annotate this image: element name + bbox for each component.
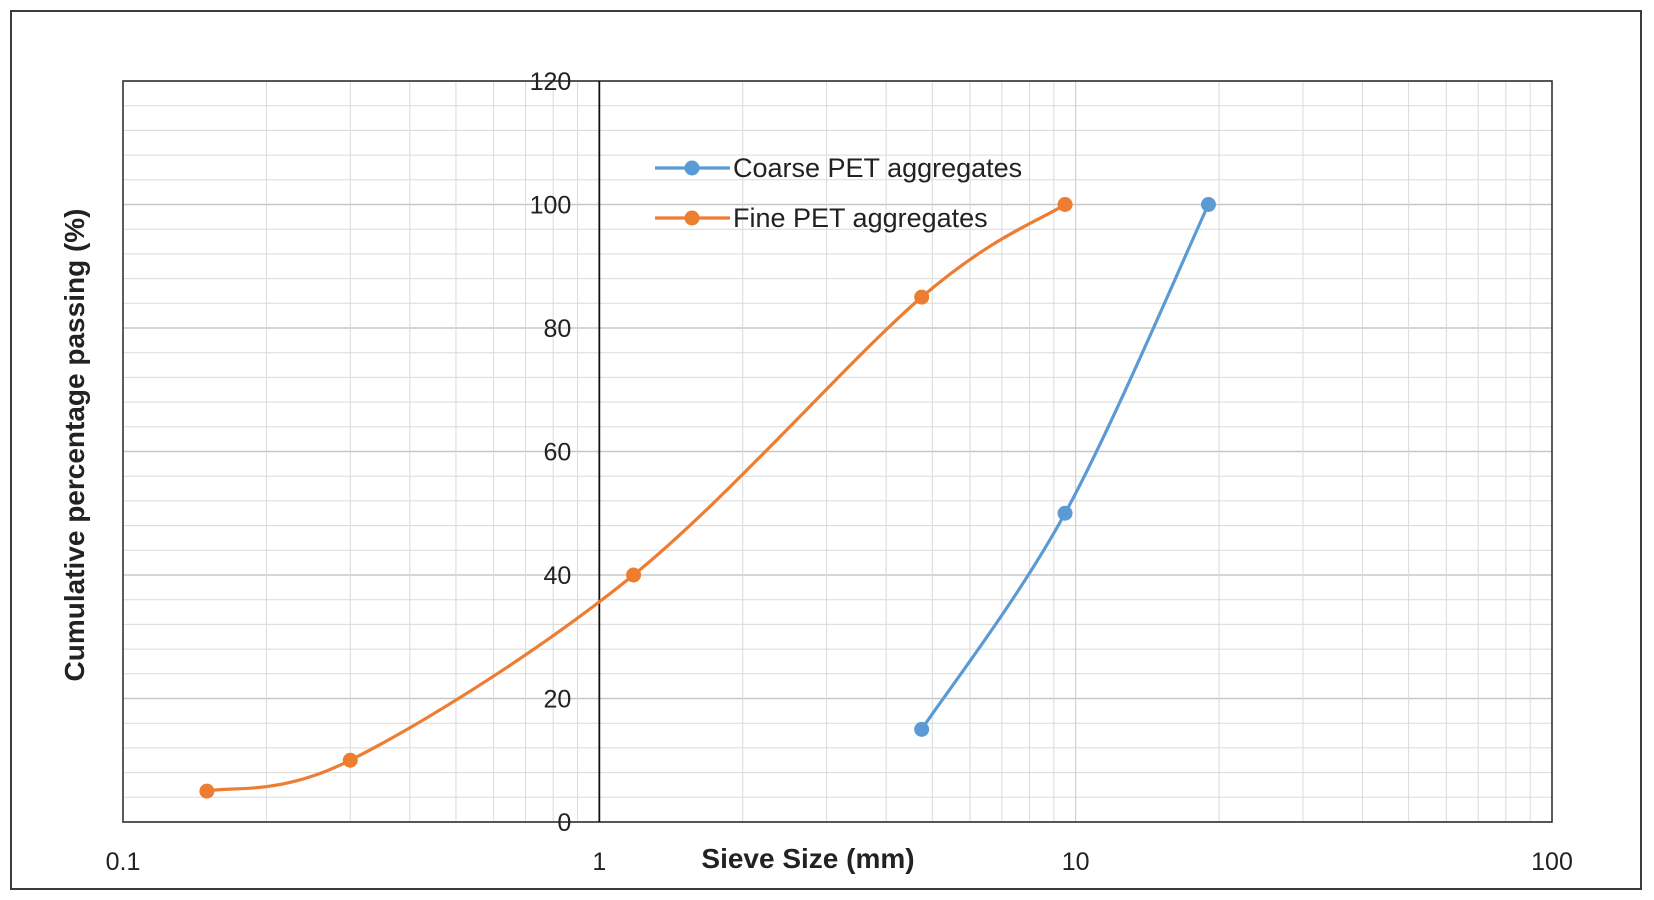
data-point-coarse-pet-aggregates	[914, 721, 930, 737]
y-tick-label: 0	[557, 809, 571, 837]
data-point-fine-pet-aggregates	[342, 752, 358, 768]
y-tick-label: 80	[544, 315, 572, 343]
y-tick-label: 20	[544, 686, 572, 714]
y-tick-label: 40	[544, 562, 572, 590]
data-point-fine-pet-aggregates	[199, 783, 215, 799]
data-point-fine-pet-aggregates	[1057, 197, 1073, 212]
x-tick-label: 10	[1062, 848, 1090, 876]
legend-marker-coarse-pet-aggregates	[684, 160, 700, 176]
y-axis-title: Cumulative percentage passing (%)	[59, 208, 90, 681]
legend-label-coarse-pet-aggregates: Coarse PET aggregates	[733, 153, 1022, 183]
x-tick-label: 1	[592, 848, 606, 876]
data-point-fine-pet-aggregates	[914, 289, 930, 305]
plot-border	[122, 80, 1553, 823]
y-tick-label: 100	[530, 192, 572, 220]
x-tick-label: 0.1	[106, 848, 141, 876]
legend-label-fine-pet-aggregates: Fine PET aggregates	[733, 203, 988, 233]
legend: Coarse PET aggregates Fine PET aggregates	[655, 153, 1022, 233]
series-layer	[199, 197, 1216, 799]
legend-marker-fine-pet-aggregates	[684, 210, 700, 226]
data-point-coarse-pet-aggregates	[1057, 505, 1073, 521]
y-tick-label: 120	[530, 68, 572, 96]
x-axis-title: Sieve Size (mm)	[701, 843, 914, 874]
data-point-fine-pet-aggregates	[626, 567, 642, 583]
y-tick-label: 60	[544, 439, 572, 467]
series-line-fine-pet-aggregates	[206, 203, 1066, 793]
data-point-coarse-pet-aggregates	[1200, 197, 1216, 212]
x-tick-label: 100	[1531, 848, 1573, 876]
axes: 0 20 40 60 80 100 120 0.1 1 10 100	[106, 68, 1573, 876]
